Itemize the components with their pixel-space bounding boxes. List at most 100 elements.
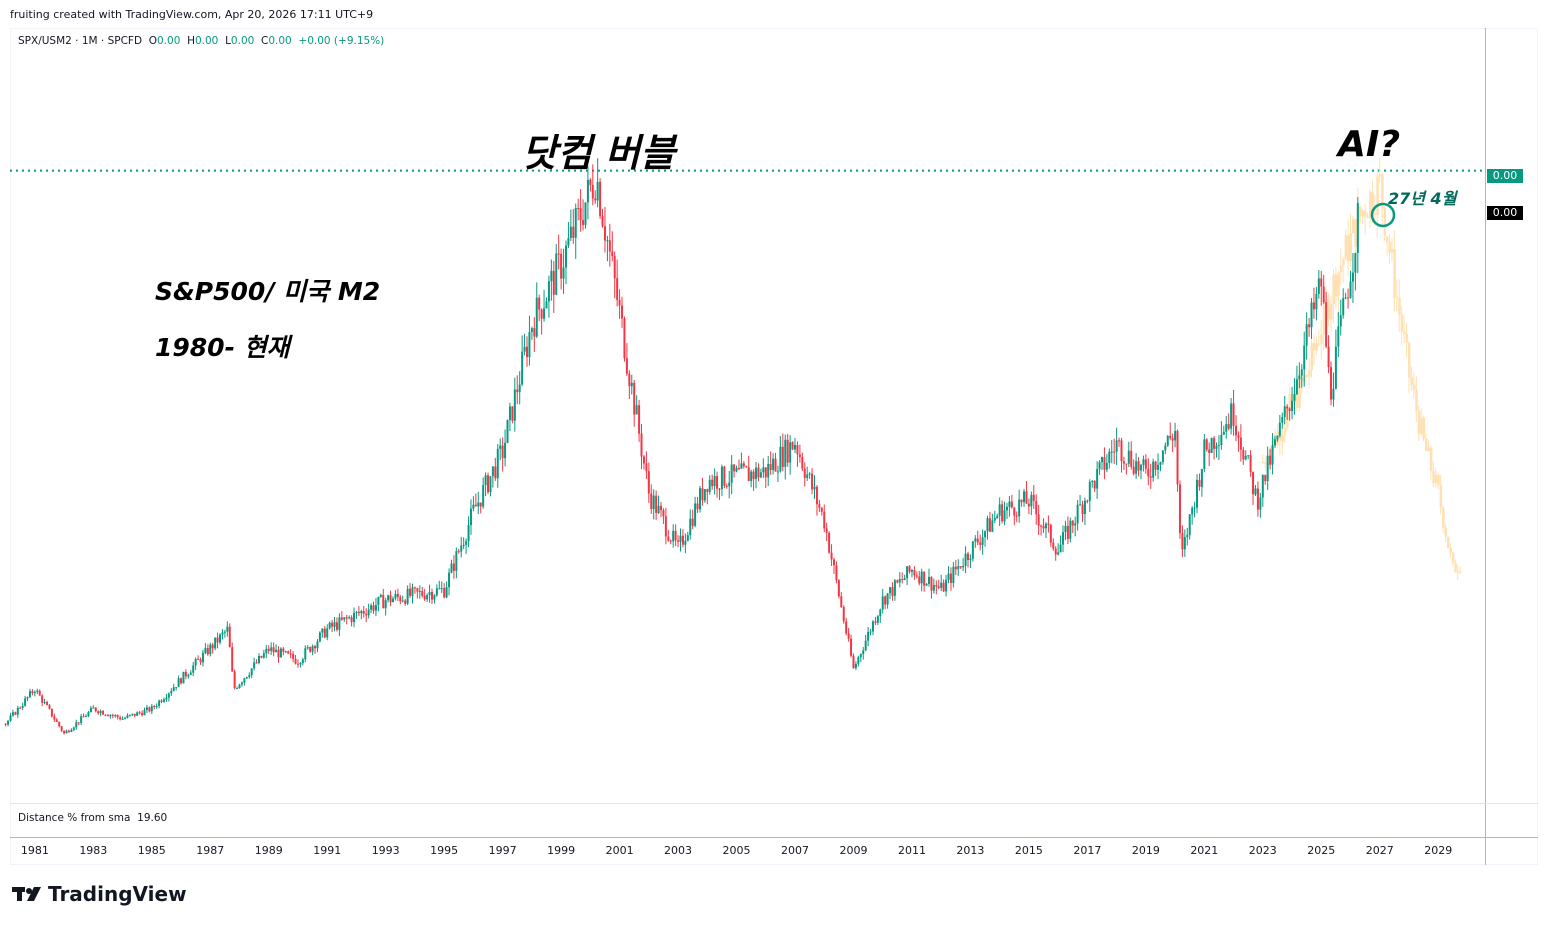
candle (4, 723, 7, 725)
candle (172, 687, 175, 692)
time-tick: 2003 (664, 844, 693, 857)
candle (660, 505, 663, 511)
candle (930, 576, 933, 591)
candle (250, 668, 253, 676)
candle (720, 466, 723, 490)
candle (455, 551, 458, 571)
indicator-name[interactable]: Distance % from sma (18, 812, 131, 824)
candle (949, 573, 952, 583)
candle (197, 658, 200, 660)
candle (689, 518, 692, 536)
candle (1130, 450, 1133, 467)
candle (294, 658, 297, 664)
candle (898, 579, 901, 583)
projection-candle (1342, 259, 1345, 266)
projection-candle (1407, 342, 1411, 378)
candle (335, 622, 338, 630)
candle (1300, 369, 1303, 376)
candle (801, 457, 804, 469)
pane-separator[interactable] (10, 803, 1538, 804)
time-tick: 2009 (839, 844, 868, 857)
time-tick: 1993 (371, 844, 400, 857)
candle (60, 726, 63, 731)
candle (187, 674, 190, 677)
annotation-period[interactable]: 1980- 현재 (155, 333, 290, 362)
candle (409, 588, 412, 596)
candle (36, 690, 39, 692)
candle (406, 588, 409, 604)
candle (1351, 272, 1354, 282)
candle (794, 445, 797, 450)
candle (1186, 535, 1189, 538)
candle (48, 705, 51, 709)
time-tick: 2011 (897, 844, 926, 857)
candle (423, 595, 426, 600)
candle (311, 646, 314, 652)
candle (530, 328, 533, 333)
candle (75, 722, 78, 728)
projection-candle (1405, 333, 1409, 343)
candle (957, 566, 960, 570)
candle (886, 593, 889, 605)
candle (262, 653, 265, 658)
projection-candle (1449, 547, 1452, 553)
candle (1330, 367, 1333, 400)
candle (1074, 523, 1077, 526)
candle (633, 382, 636, 415)
candle (1227, 424, 1230, 429)
candle (501, 445, 504, 459)
candle (287, 651, 290, 654)
candle (1093, 481, 1096, 489)
candle (713, 475, 716, 487)
target-circle[interactable] (1370, 202, 1396, 228)
candle (1152, 461, 1155, 478)
candle (167, 693, 170, 698)
candle (1196, 479, 1199, 508)
projection-candle (1434, 474, 1438, 484)
candle (698, 488, 701, 510)
candle (1254, 488, 1257, 495)
candle (382, 594, 385, 609)
candle (1052, 542, 1055, 549)
candle (1147, 468, 1150, 477)
projection-candle (1337, 272, 1340, 297)
candle (1169, 435, 1172, 439)
candle (638, 405, 641, 434)
candle (555, 253, 558, 295)
candle (652, 495, 655, 510)
candle (119, 717, 122, 720)
time-tick: 1987 (196, 844, 225, 857)
candle (996, 515, 999, 519)
candle (465, 541, 468, 545)
candle (14, 712, 17, 715)
candle (1174, 431, 1177, 441)
candle (401, 600, 404, 602)
tradingview-logo[interactable]: TradingView (12, 882, 187, 906)
candle (1293, 394, 1296, 401)
projection-candle (1415, 390, 1418, 412)
candle (126, 715, 129, 718)
candle (1256, 488, 1259, 510)
candle (1217, 445, 1220, 447)
candle (270, 647, 273, 651)
candle (272, 647, 275, 653)
candle (862, 650, 865, 655)
candle (1247, 455, 1250, 457)
candle (803, 468, 806, 478)
candle (253, 662, 256, 669)
annotation-title[interactable]: S&P500/ 미국 M2 (155, 277, 381, 306)
candle (104, 714, 107, 716)
candle (1178, 484, 1181, 534)
annotation-ai[interactable]: AI? (1338, 124, 1401, 165)
candle (1125, 463, 1128, 465)
candle (204, 648, 207, 653)
candle (733, 464, 736, 472)
annotation-dotcom[interactable]: 닷컴 버블 (522, 131, 676, 175)
candle (1115, 440, 1118, 452)
symbol-info[interactable]: SPX/USM2 · 1M · SPCFD (18, 35, 143, 47)
candle (136, 712, 139, 716)
annotation-target-date[interactable]: 27년 4월 (1388, 189, 1457, 208)
candle (394, 593, 397, 599)
candle (1064, 525, 1067, 533)
